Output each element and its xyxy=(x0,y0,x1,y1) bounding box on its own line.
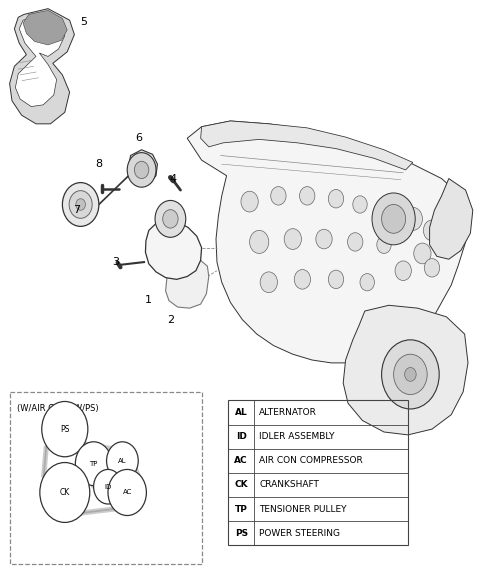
Circle shape xyxy=(134,161,149,179)
Circle shape xyxy=(316,229,332,249)
Text: CK: CK xyxy=(60,488,70,497)
Text: 8: 8 xyxy=(95,159,102,169)
Circle shape xyxy=(394,354,427,395)
Circle shape xyxy=(271,187,286,205)
Circle shape xyxy=(300,187,315,205)
Circle shape xyxy=(294,270,311,289)
Text: AL: AL xyxy=(235,408,248,417)
Circle shape xyxy=(62,183,99,226)
Circle shape xyxy=(94,469,122,504)
Circle shape xyxy=(260,272,277,293)
Circle shape xyxy=(163,210,178,228)
Circle shape xyxy=(76,199,85,210)
Circle shape xyxy=(382,340,439,409)
Circle shape xyxy=(424,259,440,277)
Text: 5: 5 xyxy=(81,17,87,27)
Text: AL: AL xyxy=(118,458,127,464)
Circle shape xyxy=(403,207,422,230)
Circle shape xyxy=(250,230,269,253)
Circle shape xyxy=(69,191,92,218)
Text: ID: ID xyxy=(104,484,112,490)
Text: 2: 2 xyxy=(167,314,174,325)
Bar xyxy=(228,400,408,545)
Text: AC: AC xyxy=(122,490,132,495)
Polygon shape xyxy=(166,259,209,308)
Circle shape xyxy=(284,229,301,249)
Circle shape xyxy=(360,274,374,291)
Circle shape xyxy=(372,193,415,245)
Polygon shape xyxy=(430,179,473,259)
Circle shape xyxy=(108,469,146,516)
Text: TENSIONER PULLEY: TENSIONER PULLEY xyxy=(259,505,347,514)
Text: IDLER ASSEMBLY: IDLER ASSEMBLY xyxy=(259,432,335,441)
Text: AC: AC xyxy=(234,456,248,465)
Circle shape xyxy=(377,236,391,253)
Polygon shape xyxy=(201,121,413,170)
Text: CRANKSHAFT: CRANKSHAFT xyxy=(259,480,319,490)
Circle shape xyxy=(328,270,344,289)
Text: TP: TP xyxy=(235,505,248,514)
Circle shape xyxy=(405,367,416,381)
Circle shape xyxy=(348,233,363,251)
FancyBboxPatch shape xyxy=(10,392,202,564)
Polygon shape xyxy=(187,121,468,363)
Circle shape xyxy=(127,153,156,187)
Polygon shape xyxy=(10,9,74,124)
Circle shape xyxy=(42,401,88,457)
Polygon shape xyxy=(343,305,468,435)
Circle shape xyxy=(382,204,406,233)
Circle shape xyxy=(241,191,258,212)
Circle shape xyxy=(155,200,186,237)
Circle shape xyxy=(395,261,411,281)
Text: 3: 3 xyxy=(112,257,119,267)
Text: POWER STEERING: POWER STEERING xyxy=(259,529,340,538)
Polygon shape xyxy=(15,14,65,107)
Circle shape xyxy=(107,442,138,480)
Text: PS: PS xyxy=(60,425,70,434)
Circle shape xyxy=(423,220,441,241)
Text: 7: 7 xyxy=(73,205,80,215)
Polygon shape xyxy=(23,10,67,45)
Text: PS: PS xyxy=(235,529,248,538)
Text: 4: 4 xyxy=(169,173,176,184)
Text: (W/AIR CON+W/PS): (W/AIR CON+W/PS) xyxy=(17,404,98,414)
Circle shape xyxy=(75,442,112,486)
Text: 1: 1 xyxy=(145,294,152,305)
Text: AIR CON COMPRESSOR: AIR CON COMPRESSOR xyxy=(259,456,363,465)
Circle shape xyxy=(328,190,344,208)
Text: CK: CK xyxy=(234,480,248,490)
Text: TP: TP xyxy=(89,461,98,467)
Polygon shape xyxy=(128,150,157,185)
Circle shape xyxy=(40,463,90,522)
Text: ID: ID xyxy=(236,432,247,441)
Text: ALTERNATOR: ALTERNATOR xyxy=(259,408,317,417)
Polygon shape xyxy=(145,220,202,279)
Circle shape xyxy=(414,243,431,264)
Circle shape xyxy=(353,196,367,213)
Text: 6: 6 xyxy=(136,133,143,143)
